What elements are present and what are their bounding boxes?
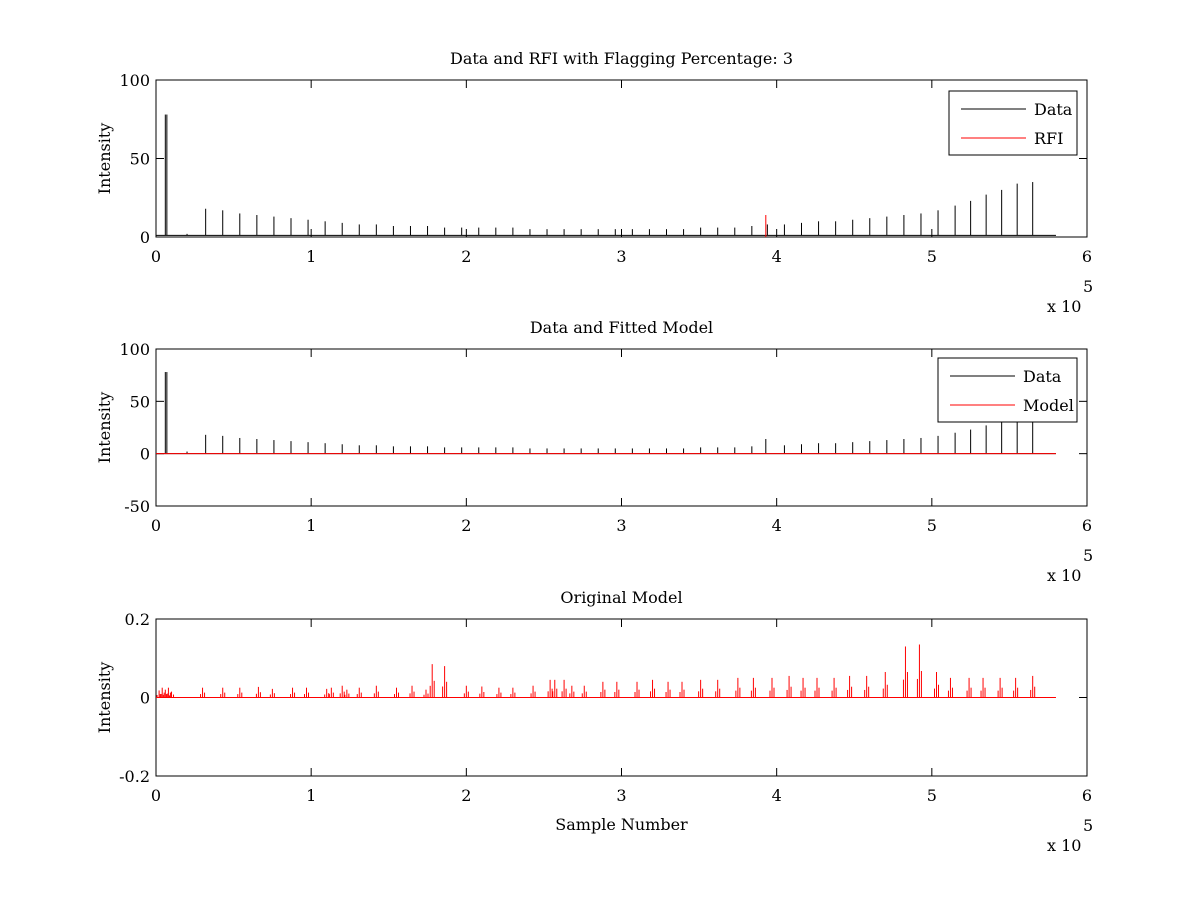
subplot-3: Original Model Intensity Sample Number 0 1 2 3… xyxy=(95,588,1093,855)
series-data xyxy=(156,114,1056,236)
x-scale-label: x 10 xyxy=(1047,297,1081,316)
x-tick-label: 4 xyxy=(772,516,782,535)
x-tick-label: 6 xyxy=(1082,786,1092,805)
x-tick-label: 2 xyxy=(461,247,471,266)
legend-entry: Data xyxy=(1034,100,1073,119)
x-scale-label: x 10 xyxy=(1047,836,1081,855)
legend: Data RFI xyxy=(948,90,1078,156)
legend-entry: RFI xyxy=(1034,129,1063,148)
x-tick-label: 6 xyxy=(1082,516,1092,535)
x-tick-label: 0 xyxy=(151,516,161,535)
x-tick-label: 1 xyxy=(306,516,316,535)
series-1 xyxy=(156,644,1056,698)
subplot-1: Data and RFI with Flagging Percentage: 3… xyxy=(95,49,1093,316)
y-tick-label: 0.2 xyxy=(125,610,150,629)
legend-box xyxy=(937,357,1078,423)
x-tick-label: 5 xyxy=(927,516,937,535)
x-tick-label: 6 xyxy=(1082,247,1092,266)
legend-box xyxy=(948,90,1078,156)
y-tick-label: 0 xyxy=(140,689,150,708)
x-tick-label: 5 xyxy=(927,786,937,805)
y-tick-label: 50 xyxy=(130,150,150,169)
y-tick-label: 50 xyxy=(130,392,150,411)
y-tick-label: 0 xyxy=(140,445,150,464)
legend-entry: Data xyxy=(1023,367,1062,386)
x-tick-label: 2 xyxy=(461,786,471,805)
x-tick-label: 1 xyxy=(306,786,316,805)
x-tick-label: 4 xyxy=(772,786,782,805)
chart-title: Original Model xyxy=(560,588,682,607)
x-tick-label: 3 xyxy=(616,516,626,535)
x-tick-label: 3 xyxy=(616,786,626,805)
chart-title: Data and RFI with Flagging Percentage: 3 xyxy=(450,49,793,68)
x-tick-label: 5 xyxy=(927,247,937,266)
y-tick-label: 100 xyxy=(119,71,150,90)
x-scale-exponent: 5 xyxy=(1083,816,1093,835)
x-tick-label: 0 xyxy=(151,247,161,266)
x-tick-label: 3 xyxy=(616,247,626,266)
x-tick-label: 4 xyxy=(772,247,782,266)
x-tick-label: 2 xyxy=(461,516,471,535)
legend-entry: Model xyxy=(1023,396,1074,415)
x-tick-label: 0 xyxy=(151,786,161,805)
y-axis-label: Intensity xyxy=(95,662,114,734)
y-axis-label: Intensity xyxy=(95,392,114,464)
x-scale-label: x 10 xyxy=(1047,566,1081,585)
x-axis-label: Sample Number xyxy=(555,815,688,834)
x-tick-label: 1 xyxy=(306,247,316,266)
x-scale-exponent: 5 xyxy=(1083,546,1093,565)
y-tick-label: -0.2 xyxy=(119,767,150,786)
y-axis-label: Intensity xyxy=(95,123,114,195)
y-tick-label: 100 xyxy=(119,340,150,359)
y-tick-label: 0 xyxy=(140,228,150,247)
chart-title: Data and Fitted Model xyxy=(530,318,713,337)
x-scale-exponent: 5 xyxy=(1083,277,1093,296)
legend: Data Model xyxy=(937,357,1078,423)
y-tick-label: -50 xyxy=(124,497,150,516)
subplot-2: Data and Fitted Model Intensity 0 1 2 3 4 5 6 -50… xyxy=(95,318,1093,585)
